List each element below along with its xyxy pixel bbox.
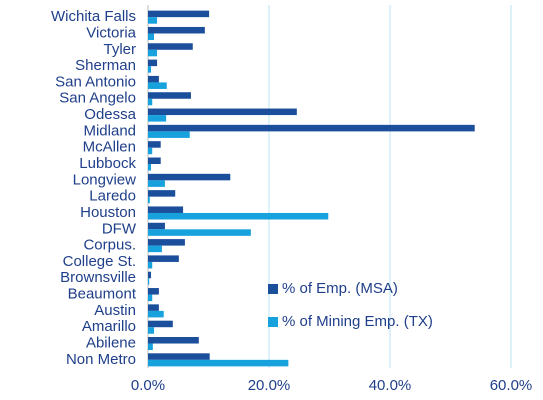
bar — [148, 115, 167, 122]
bar — [148, 353, 210, 360]
bar — [148, 173, 231, 181]
bar — [148, 49, 158, 57]
bar — [148, 196, 150, 204]
y-tick-label: Odessa — [84, 106, 136, 123]
bar — [148, 17, 158, 24]
legend-label: % of Emp. (MSA) — [282, 280, 398, 297]
y-tick-label: McAllen — [83, 139, 136, 156]
bar — [148, 336, 199, 344]
x-tick-label: 0.0% — [131, 377, 165, 394]
y-tick-label: San Antonio — [55, 73, 136, 90]
y-tick-label: Abilene — [86, 334, 136, 351]
x-tick-label: 60.0% — [490, 377, 533, 394]
bar — [148, 147, 153, 155]
bar — [148, 157, 161, 165]
bar — [148, 108, 297, 116]
y-tick-label: Houston — [80, 204, 136, 221]
y-tick-label: DFW — [102, 220, 137, 237]
bar — [148, 320, 173, 328]
bar — [148, 92, 191, 99]
y-tick-label: Brownsville — [60, 269, 136, 286]
bar — [148, 180, 165, 187]
y-tick-label: Corpus. — [83, 237, 136, 254]
bar — [148, 212, 329, 220]
y-tick-label: Longview — [73, 171, 137, 188]
y-tick-label: Midland — [83, 122, 136, 139]
y-tick-label: Sherman — [75, 57, 136, 74]
bar — [148, 124, 475, 132]
bar — [148, 33, 155, 41]
y-tick-label: Non Metro — [66, 351, 136, 368]
x-tick-label: 40.0% — [369, 377, 412, 394]
bar — [148, 229, 251, 236]
y-tick-label: San Angelo — [59, 90, 136, 107]
bar — [148, 141, 161, 148]
bar — [148, 75, 159, 83]
bar — [148, 131, 190, 138]
bar — [148, 190, 176, 197]
legend-label: % of Mining Emp. (TX) — [282, 313, 433, 330]
y-tick-label: Laredo — [89, 188, 136, 205]
bar — [148, 245, 162, 253]
bar — [148, 98, 153, 106]
x-tick-label: 20.0% — [248, 377, 291, 394]
bar — [148, 278, 150, 285]
bar — [148, 304, 159, 311]
bar — [148, 327, 155, 334]
y-tick-label: Beaumont — [68, 286, 137, 303]
bar — [148, 359, 289, 367]
bar — [148, 66, 152, 73]
bar — [148, 82, 167, 89]
bar — [148, 261, 153, 269]
y-tick-label: Wichita Falls — [51, 8, 136, 25]
y-tick-label: College St. — [63, 253, 136, 270]
bar — [148, 310, 164, 318]
y-tick-label: Tyler — [103, 41, 136, 58]
bar — [148, 10, 210, 18]
y-tick-label: Amarillo — [82, 318, 136, 335]
bar — [148, 288, 159, 295]
bar — [148, 164, 152, 171]
y-tick-label: Austin — [94, 302, 136, 319]
y-tick-label: Lubbock — [79, 155, 136, 172]
bar — [148, 255, 179, 262]
bar — [148, 206, 184, 213]
bar — [148, 239, 185, 246]
bar — [148, 222, 165, 230]
bar — [148, 294, 153, 302]
legend-swatch — [268, 284, 278, 294]
bar — [148, 59, 158, 67]
bar — [148, 343, 153, 351]
y-tick-label: Victoria — [86, 24, 136, 41]
bar — [148, 271, 152, 279]
bar — [148, 43, 193, 50]
bar — [148, 26, 205, 34]
legend-swatch — [268, 317, 278, 327]
